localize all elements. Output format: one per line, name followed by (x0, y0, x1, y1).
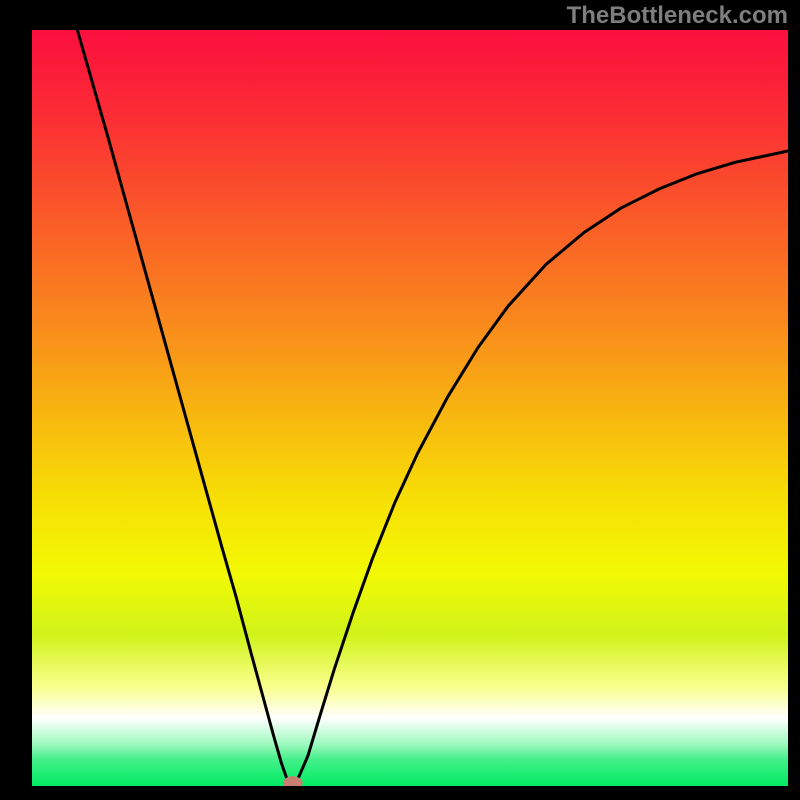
chart-frame: TheBottleneck.com (0, 0, 800, 800)
gradient-background (32, 30, 788, 786)
bottleneck-chart (32, 30, 788, 786)
watermark-text: TheBottleneck.com (567, 2, 788, 30)
